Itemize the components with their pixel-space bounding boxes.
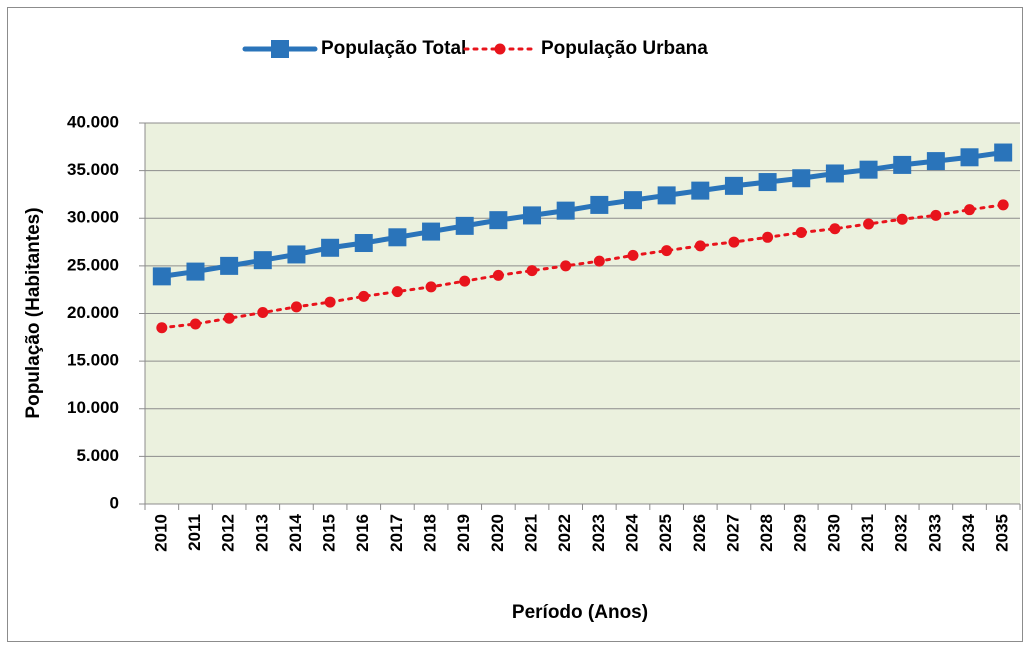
x-tick-label: 2019 — [454, 514, 473, 552]
marker — [758, 173, 777, 192]
marker — [156, 322, 168, 334]
marker — [287, 245, 306, 264]
marker — [186, 262, 205, 281]
legend-marker — [271, 40, 289, 58]
y-tick-label: 10.000 — [67, 398, 119, 417]
marker — [997, 199, 1009, 211]
x-tick-label: 2024 — [622, 513, 641, 551]
x-tick-label: 2020 — [488, 514, 507, 552]
marker — [623, 191, 642, 210]
y-axis-title: População (Habitantes) — [23, 207, 44, 418]
y-tick-label: 35.000 — [67, 160, 119, 179]
x-tick-label: 2027 — [723, 514, 742, 552]
marker — [930, 209, 942, 221]
y-tick-label: 20.000 — [67, 303, 119, 322]
marker — [388, 228, 407, 247]
legend-marker — [494, 43, 506, 55]
marker — [795, 227, 807, 239]
marker — [593, 255, 605, 267]
x-tick-label: 2028 — [757, 514, 776, 552]
x-tick-label: 2026 — [690, 514, 709, 552]
x-tick-label: 2010 — [151, 514, 170, 552]
marker — [762, 231, 774, 243]
marker — [422, 222, 441, 241]
y-tick-label: 5.000 — [76, 446, 119, 465]
x-tick-label: 2021 — [522, 514, 541, 552]
marker — [290, 301, 302, 313]
x-tick-label: 2018 — [421, 514, 440, 552]
x-tick-label: 2012 — [219, 514, 238, 552]
marker — [863, 218, 875, 230]
marker — [964, 204, 976, 216]
y-tick-label: 30.000 — [67, 208, 119, 227]
marker — [358, 290, 370, 302]
marker — [220, 256, 239, 275]
marker — [694, 240, 706, 252]
legend-label: População Urbana — [541, 38, 708, 59]
marker — [489, 211, 508, 230]
y-tick-label: 40.000 — [67, 112, 119, 131]
x-tick-label: 2030 — [824, 514, 843, 552]
series-line — [160, 203, 1005, 330]
marker — [994, 143, 1013, 162]
marker — [859, 160, 878, 179]
marker — [223, 312, 235, 324]
marker — [657, 186, 676, 205]
marker — [152, 267, 171, 286]
marker — [455, 216, 474, 235]
y-tick-label: 15.000 — [67, 351, 119, 370]
x-tick-label: 2029 — [791, 514, 810, 552]
marker — [825, 164, 844, 183]
y-tick-label: 25.000 — [67, 255, 119, 274]
x-axis-title: Período (Anos) — [512, 602, 648, 623]
marker — [391, 286, 403, 298]
x-tick-label: 2035 — [993, 514, 1012, 552]
x-tick-label: 2034 — [959, 513, 978, 551]
marker — [926, 152, 945, 171]
legend-label: População Total — [321, 38, 466, 59]
marker — [661, 245, 673, 257]
x-tick-label: 2011 — [185, 514, 204, 551]
marker — [526, 265, 538, 277]
x-tick-label: 2032 — [892, 514, 911, 552]
x-tick-label: 2017 — [387, 514, 406, 552]
marker — [523, 206, 542, 225]
marker — [728, 236, 740, 248]
x-tick-label: 2015 — [320, 514, 339, 552]
marker — [724, 176, 743, 195]
x-tick-label: 2023 — [589, 514, 608, 552]
marker — [459, 275, 471, 287]
x-tick-label: 2025 — [656, 514, 675, 552]
marker — [354, 234, 373, 253]
marker — [792, 169, 811, 188]
x-tick-label: 2031 — [858, 514, 877, 552]
marker — [257, 307, 269, 319]
marker — [321, 238, 340, 257]
marker — [691, 181, 710, 200]
marker — [324, 296, 336, 308]
marker — [560, 260, 572, 272]
marker — [425, 281, 437, 293]
x-tick-label: 2013 — [252, 514, 271, 552]
x-tick-label: 2014 — [286, 513, 305, 551]
marker — [590, 195, 609, 214]
marker — [627, 249, 639, 261]
x-tick-label: 2022 — [555, 514, 574, 552]
marker — [896, 213, 908, 225]
x-tick-label: 2016 — [353, 514, 372, 552]
marker — [960, 148, 979, 167]
marker — [556, 201, 575, 220]
marker — [253, 251, 272, 270]
marker — [893, 155, 912, 174]
y-tick-label: 0 — [110, 493, 119, 512]
marker — [189, 318, 201, 330]
marker — [492, 269, 504, 281]
marker — [829, 223, 841, 235]
x-tick-label: 2033 — [925, 514, 944, 552]
